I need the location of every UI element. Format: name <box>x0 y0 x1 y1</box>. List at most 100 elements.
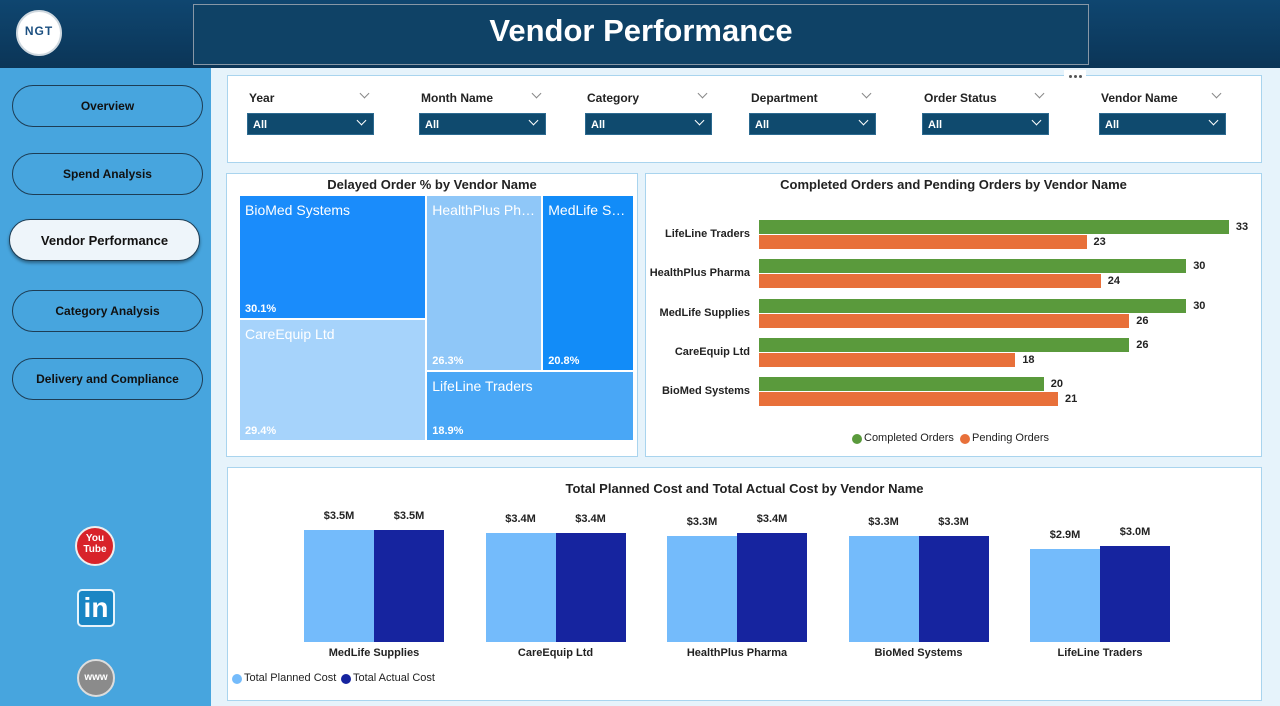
bar <box>759 220 1229 234</box>
tile-value: 26.3% <box>432 354 464 367</box>
treemap-tile: LifeLine Traders 18.9% <box>427 371 633 440</box>
legend-label: Completed Orders <box>864 432 954 444</box>
category-label: BioMed Systems <box>661 385 750 398</box>
filter-label: Department <box>751 91 818 105</box>
data-label: $3.3M <box>868 516 899 529</box>
tile-label: MedLife Supplies <box>548 202 629 218</box>
treemap-tile: CareEquip Ltd 29.4% <box>240 320 426 440</box>
linkedin-text: in <box>83 592 109 623</box>
nav-button[interactable]: Overview <box>12 85 203 127</box>
bar <box>759 259 1187 274</box>
legend-label: Total Actual Cost <box>353 672 435 684</box>
bar <box>737 533 807 642</box>
data-label: $3.4M <box>505 513 536 526</box>
bar <box>1030 549 1100 642</box>
youtube-text: You Tube <box>83 533 107 555</box>
bar <box>1100 546 1170 642</box>
tile-label: CareEquip Ltd <box>245 326 335 343</box>
tile-label: BioMed Systems <box>245 202 351 218</box>
tile-value: 29.4% <box>245 424 277 437</box>
linkedin-icon <box>77 589 115 627</box>
filter-value: All <box>1105 119 1120 131</box>
data-label: 30 <box>1193 260 1206 273</box>
filter-dropdown[interactable] <box>749 113 876 135</box>
data-label: 21 <box>1065 393 1078 406</box>
data-label: $3.4M <box>756 513 788 526</box>
page-title: Vendor Performance <box>489 13 793 48</box>
dot <box>1073 75 1077 78</box>
data-label: $2.9M <box>1049 529 1081 542</box>
data-label: $3.0M <box>1119 526 1151 538</box>
bar <box>759 377 1044 392</box>
data-label: 23 <box>1093 236 1106 248</box>
bar <box>759 313 1130 328</box>
filter-dropdown[interactable] <box>1099 113 1226 135</box>
filter-value: All <box>591 119 606 131</box>
filter-dropdown[interactable] <box>585 113 712 135</box>
tile-label: LifeLine Traders <box>432 377 533 394</box>
bar <box>759 352 1016 367</box>
filter-dropdown[interactable] <box>419 113 546 135</box>
more-options[interactable] <box>1064 70 1086 84</box>
bar <box>555 533 626 642</box>
filter-dropdown[interactable] <box>247 113 374 135</box>
bar <box>848 536 919 642</box>
bar <box>759 298 1187 313</box>
web-icon <box>77 659 115 697</box>
bar <box>485 533 556 642</box>
legend-label: Total Planned Cost <box>244 672 337 684</box>
treemap-tile: MedLife Supplies 20.8% <box>543 196 633 370</box>
filter-value: All <box>928 119 943 131</box>
tile-label: HealthPlus Pharma <box>432 202 537 218</box>
legend-marker <box>232 674 242 684</box>
filter-dropdown[interactable] <box>922 113 1049 135</box>
logo <box>16 10 62 56</box>
tile-value: 20.8% <box>548 354 580 367</box>
data-label: $3.5M <box>393 510 425 522</box>
data-label: 33 <box>1235 221 1249 233</box>
dot <box>1078 75 1082 78</box>
legend-marker <box>960 434 970 444</box>
treemap-tile: HealthPlus Pharma 26.3% <box>427 196 542 370</box>
bar <box>918 536 989 642</box>
filter-panel <box>227 75 1262 163</box>
dot <box>1068 75 1072 78</box>
chart-title: Delayed Order % by Vendor Name <box>327 177 537 192</box>
data-label: $3.4M <box>575 513 606 526</box>
web-text: www <box>84 672 108 683</box>
tile-value: 30.1% <box>245 303 277 316</box>
data-label: $3.3M <box>938 516 969 529</box>
treemap-tile: BioMed Systems 30.1% <box>240 196 426 319</box>
category-label: BioMed Systems <box>874 647 963 659</box>
youtube-icon <box>75 526 115 566</box>
nav-button[interactable]: Delivery and Compliance <box>12 358 203 400</box>
data-label: 30 <box>1193 299 1206 312</box>
bar <box>759 392 1059 407</box>
chart-title: Completed Orders and Pending Orders by V… <box>780 177 1127 192</box>
data-label: 26 <box>1136 314 1149 327</box>
nav-button[interactable]: Vendor Performance <box>9 219 200 261</box>
category-label: MedLife Supplies <box>328 647 420 659</box>
filter-value: All <box>755 119 770 131</box>
nav-button[interactable]: Spend Analysis <box>12 153 203 195</box>
filter-label: Year <box>249 91 275 105</box>
filter-label: Vendor Name <box>1101 91 1178 105</box>
data-label: 18 <box>1022 353 1035 366</box>
bar <box>759 274 1101 289</box>
legend-marker <box>852 434 862 444</box>
bar <box>304 530 374 642</box>
bar <box>759 337 1130 352</box>
filter-value: All <box>425 119 440 131</box>
category-label: HealthPlus Pharma <box>649 267 750 280</box>
data-label: $3.5M <box>323 510 355 522</box>
tile-value: 18.9% <box>432 424 464 437</box>
category-label: CareEquip Ltd <box>517 647 594 659</box>
nav-button[interactable]: Category Analysis <box>12 290 203 332</box>
category-label: CareEquip Ltd <box>674 345 750 358</box>
data-label: 20 <box>1050 378 1064 391</box>
logo-text: NGT <box>24 24 54 38</box>
data-label: 24 <box>1107 275 1120 288</box>
category-label: LifeLine Traders <box>665 228 750 240</box>
category-label: HealthPlus Pharma <box>686 647 788 659</box>
